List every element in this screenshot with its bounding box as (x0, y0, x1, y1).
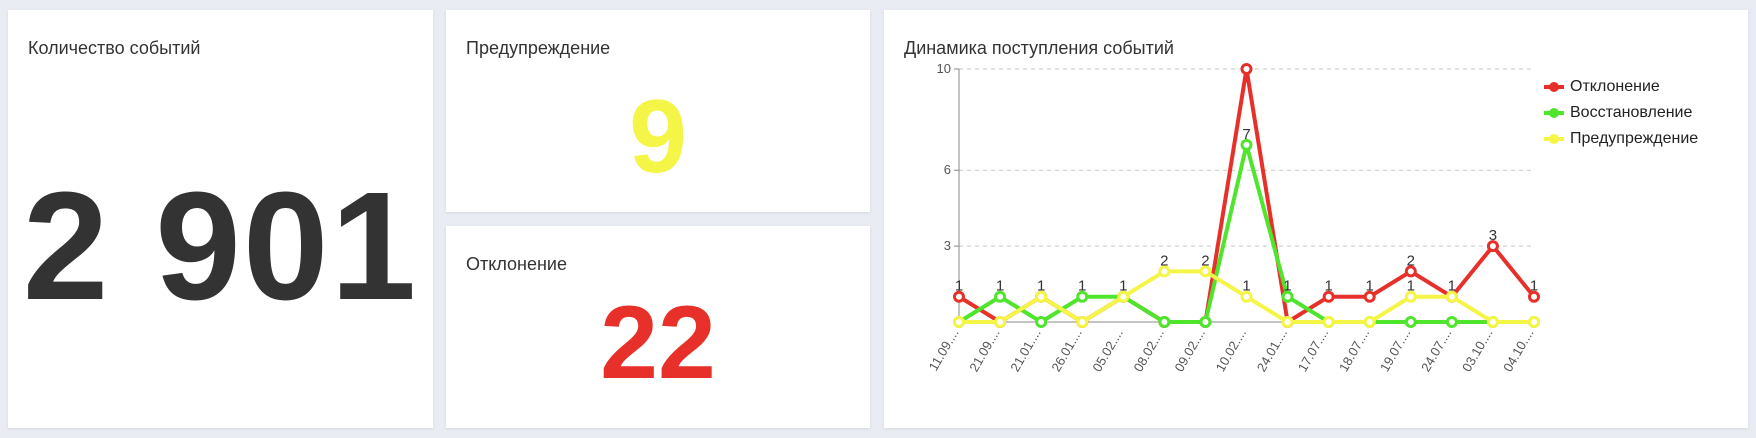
x-tick-label: 19.07.... (1377, 326, 1413, 374)
data-point (1363, 316, 1376, 328)
data-point (1281, 316, 1294, 328)
legend-swatch-dot (1549, 108, 1559, 118)
y-tick-label: 6 (944, 162, 951, 177)
data-label: 1 (1119, 278, 1127, 295)
legend-swatch-dot (1549, 134, 1559, 144)
total-events-value: 2 901 (22, 160, 419, 332)
data-point (1158, 265, 1171, 278)
data-point (1035, 290, 1048, 303)
data-point (1076, 316, 1089, 328)
data-point (1240, 63, 1253, 75)
data-point (953, 290, 965, 303)
legend-swatch-dot (1549, 82, 1559, 92)
legend-item[interactable]: Отклонение (1544, 74, 1698, 100)
x-tick-label: 11.09.... (926, 326, 962, 373)
data-point (1035, 316, 1048, 328)
legend-label: Отклонение (1570, 78, 1660, 95)
data-label: 2 (1160, 252, 1168, 269)
data-point (1240, 290, 1253, 303)
data-point (1445, 290, 1458, 303)
data-point (1404, 265, 1417, 278)
x-tick-label: 10.02.... (1213, 326, 1249, 374)
data-point (1158, 316, 1171, 328)
data-point (1117, 290, 1130, 303)
data-point (1199, 316, 1212, 328)
data-point (1240, 138, 1253, 151)
data-point (1404, 290, 1417, 303)
events-dynamics-card: Динамика поступления событий 3 6 10 11.09..… (884, 10, 1748, 428)
data-label: 1 (996, 278, 1004, 295)
data-point (1199, 265, 1212, 278)
x-tick-label: 05.02.... (1089, 326, 1125, 374)
x-tick-label: 21.01.... (1007, 326, 1043, 374)
legend-swatch (1544, 82, 1564, 92)
data-point (1404, 316, 1417, 328)
events-line-chart: 3 6 10 11.09.... 21.09.... 21.01.... 26.01....… (926, 61, 1540, 374)
deviation-title: Отклонение (466, 254, 567, 274)
data-label: 1 (1366, 278, 1374, 295)
data-point (1322, 316, 1335, 328)
data-label: 1 (1078, 278, 1086, 295)
data-point (1486, 316, 1499, 328)
data-label: 7 (1242, 126, 1250, 143)
x-tick-label: 18.07.... (1336, 326, 1372, 374)
x-tick-label: 08.02.... (1130, 326, 1166, 374)
data-label: 1 (1530, 278, 1538, 295)
data-label: 1 (955, 278, 963, 295)
data-point (1281, 290, 1294, 303)
warning-card: Предупреждение 9 (446, 10, 870, 212)
data-label: 1 (1324, 278, 1332, 295)
data-point (1076, 290, 1089, 303)
data-point (1486, 240, 1499, 253)
data-label: 1 (1283, 278, 1291, 295)
data-label: 1 (1242, 278, 1250, 295)
total-events-card: Количество событий 2 901 (8, 10, 433, 428)
x-tick-label: 24.01.... (1254, 326, 1290, 374)
x-tick-label: 03.10.... (1459, 326, 1495, 374)
x-tick-label: 04.10.... (1500, 326, 1536, 374)
x-tick-label: 26.01.... (1048, 326, 1084, 374)
legend-label: Восстановление (1570, 104, 1693, 121)
data-label: 1 (1037, 278, 1045, 295)
x-tick-label: 09.02.... (1172, 326, 1208, 374)
x-tick-label: 24.07.... (1418, 326, 1454, 374)
warning-title: Предупреждение (466, 38, 611, 58)
data-point (1322, 290, 1335, 303)
deviation-value: 22 (600, 285, 716, 401)
data-point (994, 316, 1007, 328)
data-label: 2 (1201, 252, 1209, 269)
data-point (1445, 316, 1458, 328)
legend-item[interactable]: Предупреждение (1544, 126, 1698, 152)
y-tick-label: 3 (944, 238, 951, 253)
data-point (1528, 316, 1540, 328)
warning-value: 9 (629, 79, 687, 195)
legend-swatch (1544, 108, 1564, 118)
data-point (953, 316, 965, 328)
y-tick-label: 10 (937, 61, 951, 76)
data-point (994, 290, 1007, 303)
total-events-title: Количество событий (28, 38, 201, 58)
data-label: 3 (1489, 227, 1497, 244)
data-label: 1 (1407, 278, 1415, 295)
legend-label: Предупреждение (1570, 130, 1699, 147)
chart-legend: Отклонение Восстановление Предупреждение (1544, 74, 1698, 152)
legend-swatch (1544, 134, 1564, 144)
chart-title: Динамика поступления событий (904, 38, 1174, 58)
legend-item[interactable]: Восстановление (1544, 100, 1698, 126)
data-label: 1 (1448, 278, 1456, 295)
data-point (1363, 290, 1376, 303)
x-tick-label: 21.09.... (966, 326, 1002, 374)
data-point (1528, 290, 1540, 303)
data-label: 2 (1407, 252, 1415, 269)
x-tick-label: 17.07.... (1295, 326, 1331, 374)
deviation-card: Отклонение 22 (446, 226, 870, 428)
